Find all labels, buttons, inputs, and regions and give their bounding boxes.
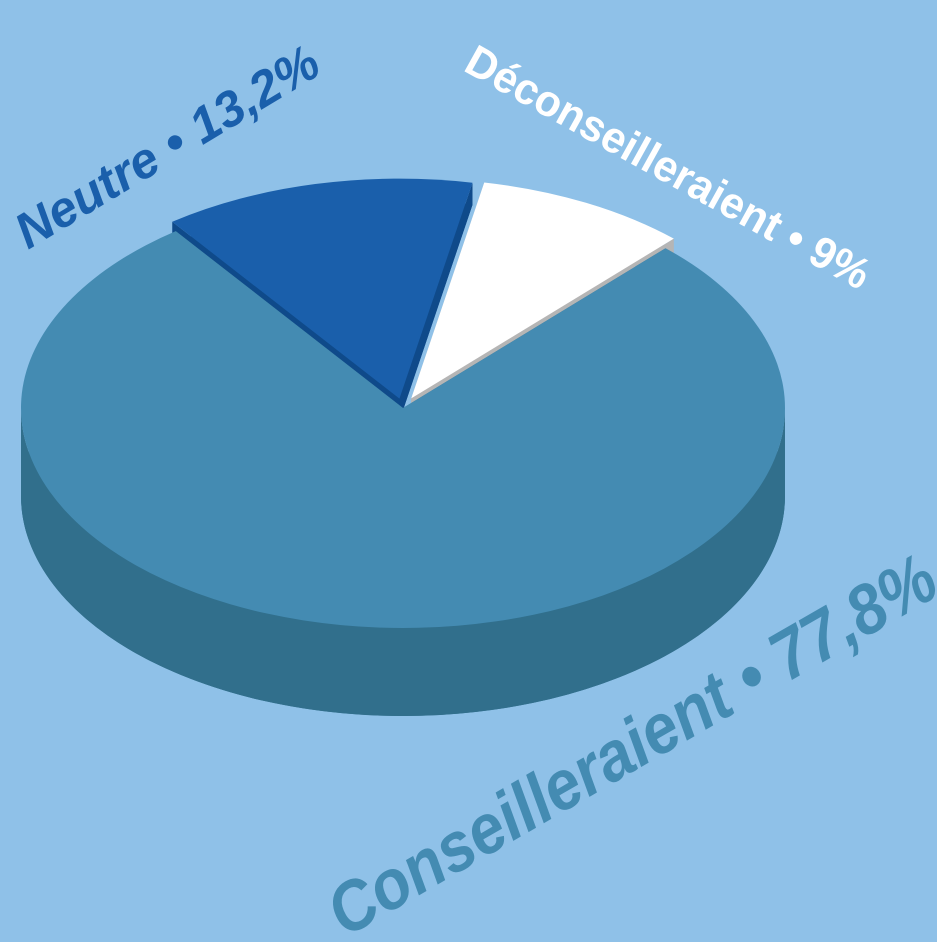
label-value: 77,8% — [756, 538, 937, 695]
slice-top — [20, 231, 785, 628]
slice-top — [172, 178, 473, 399]
label-value: 13,2% — [179, 34, 329, 155]
slice-top — [411, 182, 674, 399]
label-category: Neutre — [5, 130, 169, 259]
slice — [20, 231, 785, 717]
slice-wall — [21, 408, 785, 716]
slice-edge — [399, 182, 473, 421]
label-value: 9% — [801, 226, 879, 299]
